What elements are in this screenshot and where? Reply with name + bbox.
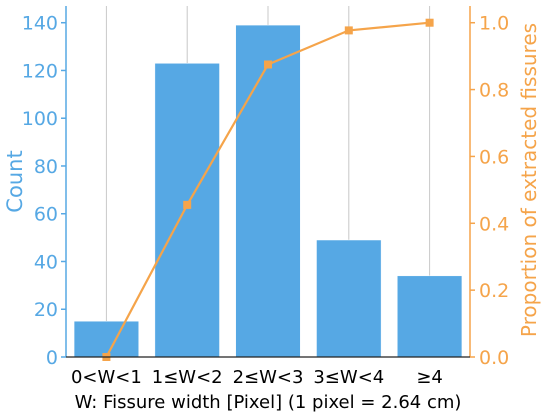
proportion-marker: [425, 18, 434, 27]
left-tick-label: 0: [46, 347, 58, 369]
bar-layer: [73, 24, 463, 358]
label-layer: 0 20 40 60 80 100 120 140 0.0 0.2 0.4 0.6 0.8 1.0 0<W<…: [3, 13, 541, 413]
right-tick-label: 0.0: [479, 347, 509, 369]
count-bar: [154, 63, 220, 358]
x-tick-label: 3≤W<4: [313, 367, 384, 388]
left-tick-label: 80: [34, 156, 58, 178]
right-tick-label: 0.8: [479, 80, 509, 102]
count-bar: [316, 239, 382, 358]
proportion-marker: [344, 26, 353, 35]
left-tick-label: 20: [34, 299, 58, 321]
left-tick-label: 40: [34, 251, 58, 273]
left-axis-title: Count: [3, 150, 27, 212]
x-tick-label: 2≤W<3: [233, 367, 304, 388]
x-tick-label: 1≤W<2: [152, 367, 223, 388]
right-axis-title: Proportion of extracted fissures: [517, 23, 541, 337]
right-tick-label: 1.0: [479, 13, 509, 35]
left-tick-label: 60: [34, 204, 58, 226]
x-tick-label: 0<W<1: [71, 367, 142, 388]
x-tick-label: ≥4: [416, 367, 443, 388]
right-tick-label: 0.4: [479, 213, 509, 235]
proportion-marker: [264, 60, 272, 69]
left-tick-label: 140: [22, 13, 58, 35]
count-bar: [73, 320, 139, 358]
right-tick-label: 0.2: [479, 280, 509, 302]
left-tick-label: 100: [22, 108, 58, 130]
right-tick-label: 0.6: [479, 146, 509, 168]
count-bar: [397, 275, 463, 358]
axis-layer: [61, 6, 475, 358]
left-tick-label: 120: [22, 60, 58, 82]
proportion-marker: [183, 200, 192, 209]
x-axis-title: W: Fissure width [Pixel] (1 pixel = 2.64…: [75, 392, 462, 413]
count-bar: [235, 24, 301, 358]
